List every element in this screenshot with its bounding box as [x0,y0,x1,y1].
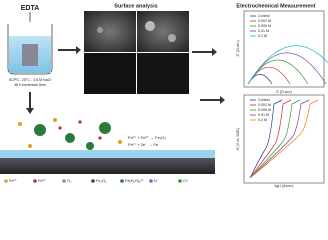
electrochem-title: Electrochemical Measurement [236,3,315,9]
legend-label: 0.01 M [258,29,269,33]
ions [58,120,102,140]
x-axis-label: log i (A/cm²) [275,184,294,188]
legend-label: O₂ [67,179,72,183]
legend-label: 0.2 M [258,34,267,38]
arrowhead [26,108,34,114]
legend-swatch [149,179,153,183]
legend-label: N⁻ [154,179,159,183]
y-axis-label: E (V vs. SCE) [236,128,240,150]
equation: Fe²⁺ + Fe³⁺ → Fe₃O₄ [128,135,166,140]
polarization-curve [249,99,283,179]
arrowhead [212,48,217,56]
surface-title: Surface analysis [114,3,157,9]
legend-swatch [4,179,8,183]
mechanism-legend: Fe²⁺ Fe³⁺ O₂ Fe₃O₄ Fe(H₂O)₆²⁺ N⁻ Cl⁻ [4,179,189,183]
polarization-curve [249,99,301,179]
micrograph [137,53,189,94]
legend-label: Fe²⁺ [9,179,17,183]
y-axis-label: -Z'' (Ω.cm²) [236,40,240,57]
legend-label: 0.001 M [258,103,271,107]
legend-label: 0.005 M [258,24,271,28]
ions [18,118,122,148]
legend-label: 0.005 M [258,108,271,112]
legend-swatch [33,179,37,183]
polarization-curve [249,99,310,179]
legend-swatch [62,179,66,183]
graphical-abstract: EDTA SCPS - 25°C - 3.6 M NaCl 48 h immer… [0,3,328,188]
legend-label: 0.001 M [258,19,271,23]
particle [97,27,103,33]
nyquist-curve [247,45,328,85]
sample [22,44,38,66]
beaker-label: EDTA [21,5,40,12]
legend-swatch [120,179,124,183]
beaker-caption: SCPS - 25°C - 3.6 M NaCl [9,78,51,82]
legend-label: Fe₃O₄ [96,179,107,183]
micrograph [84,11,136,52]
legend-label: 0.2 M [258,118,267,122]
polarization-curve [249,99,292,179]
micrograph [137,11,189,52]
legend-swatch [178,179,182,183]
legend-swatch [91,179,95,183]
micrograph [84,53,136,94]
steel-substrate [0,158,215,174]
legend-label: 0.01 M [258,113,269,117]
equation: Fe²⁺ + 2e⁻ → Fe [128,142,159,147]
electrolyte-layer [0,150,215,158]
beaker [7,24,53,75]
beaker-caption: 48 h immersion time [14,83,46,87]
legend-label: Control [258,98,270,102]
legend-label: Control [258,14,270,18]
particle [168,34,176,42]
particle [145,21,155,31]
arrowhead [76,46,81,54]
x-axis-label: Z' (Ω.cm²) [276,90,292,94]
polarization-curve [249,99,319,179]
legend-label: Fe³⁺ [38,179,46,183]
legend-label: Fe(H₂O)₆²⁺ [125,179,144,183]
inhibitor-clusters [34,122,111,150]
arrowhead [220,96,225,104]
legend-label: Cl⁻ [183,179,189,183]
